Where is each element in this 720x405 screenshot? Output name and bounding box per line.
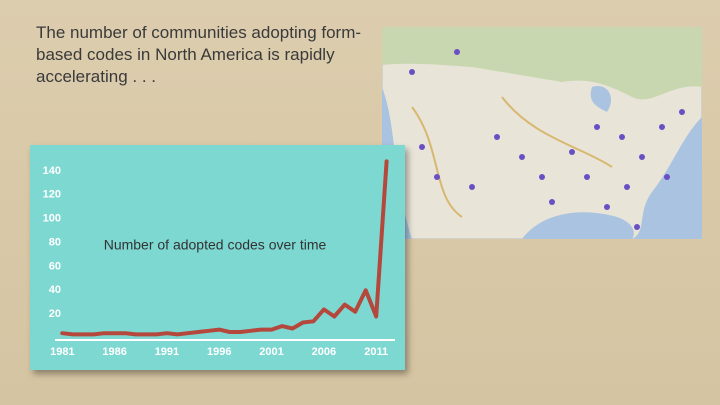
x-tick-label: 1981 <box>50 346 74 358</box>
map-markers <box>409 49 685 230</box>
y-tick-label: 20 <box>49 308 61 320</box>
x-tick-label: 1996 <box>207 346 231 358</box>
y-tick-label: 100 <box>43 213 61 225</box>
map-lakes <box>590 86 612 112</box>
map-roads <box>411 96 613 218</box>
y-tick-label: 140 <box>43 165 61 177</box>
data-line <box>60 159 389 337</box>
x-tick-label: 2001 <box>259 346 283 358</box>
map-image <box>382 27 702 239</box>
y-tick-label: 60 <box>49 260 61 272</box>
chart-annotation: Number of adopted codes over time <box>104 237 327 253</box>
slide-heading: The number of communities adopting form-… <box>36 23 362 86</box>
map-canada <box>382 27 702 100</box>
x-tick-label: 1986 <box>102 346 126 358</box>
map-gulf <box>522 212 634 239</box>
chart: Number of adopted codes over time 20 40 60… <box>30 145 405 370</box>
y-tick-label: 80 <box>49 236 61 248</box>
x-tick-label: 2011 <box>364 346 388 358</box>
y-tick-label: 120 <box>43 189 61 201</box>
y-tick-label: 40 <box>49 284 61 296</box>
x-tick-label: 1991 <box>155 346 179 358</box>
x-tick-label: 2006 <box>312 346 336 358</box>
